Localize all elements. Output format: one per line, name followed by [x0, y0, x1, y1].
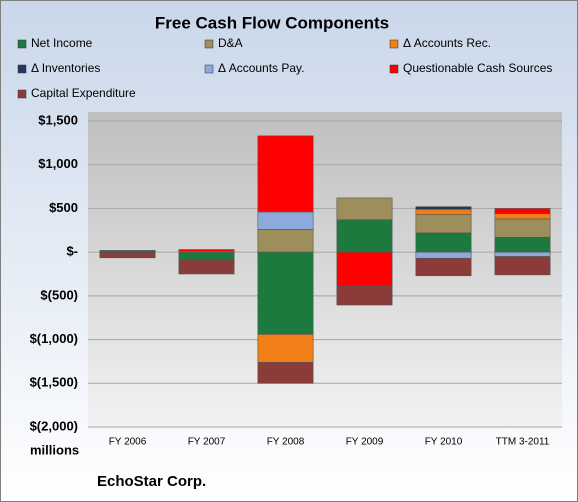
bar-segment — [415, 232, 472, 253]
bar-segment — [336, 285, 393, 306]
bar-segment — [178, 249, 235, 252]
legend-swatch — [389, 64, 399, 74]
legend-swatch — [204, 39, 214, 49]
y-tick-label: $1,500 — [38, 112, 78, 127]
x-tick-label: FY 2010 — [425, 437, 463, 448]
bar-segment — [415, 214, 472, 234]
bar-segment — [494, 256, 551, 276]
bar-segment — [336, 197, 393, 221]
legend-swatch — [204, 64, 214, 74]
bar-segment — [257, 211, 314, 230]
bar-segment — [415, 206, 472, 210]
bar-segment — [415, 209, 472, 215]
bar-segment — [99, 252, 156, 259]
bar-segment — [257, 135, 314, 213]
legend-label: Δ Accounts Rec. — [403, 36, 491, 50]
bar-segment — [178, 259, 235, 275]
legend-swatch — [17, 39, 27, 49]
legend-label: Δ Accounts Pay. — [218, 61, 305, 75]
bar-segment — [257, 334, 314, 363]
bar-segment — [257, 251, 314, 335]
bar-segment — [415, 257, 472, 277]
legend-label: D&A — [218, 36, 243, 50]
legend-label: Questionable Cash Sources — [403, 61, 552, 75]
source: EchoStar Corp. — [97, 473, 206, 490]
bar-segment — [494, 218, 551, 238]
bar-segment — [178, 251, 235, 261]
chart-title: Free Cash Flow Components — [155, 13, 389, 32]
legend-label: Capital Expenditure — [31, 86, 136, 100]
x-tick-label: FY 2009 — [346, 437, 384, 448]
bar-segment — [494, 208, 551, 214]
bar-segment — [494, 213, 551, 220]
x-tick-label: FY 2007 — [188, 437, 226, 448]
x-tick-label: TTM 3-2011 — [496, 437, 550, 448]
bar-segment — [257, 362, 314, 384]
y-tick-label: $(1,500) — [30, 375, 78, 390]
bar-segment — [494, 251, 551, 257]
legend-label: Δ Inventories — [31, 61, 100, 75]
y-tick-label: $1,000 — [38, 156, 78, 171]
legend-swatch — [17, 64, 27, 74]
axis-unit: millions — [30, 442, 79, 457]
x-tick-label: FY 2008 — [267, 437, 305, 448]
bar-segment — [336, 251, 393, 287]
bar-segment — [257, 229, 314, 253]
y-tick-label: $(1,000) — [30, 331, 78, 346]
y-tick-label: $(2,000) — [30, 418, 78, 433]
y-tick-label: $(500) — [40, 287, 78, 302]
y-tick-label: $- — [66, 244, 78, 259]
bar-segment — [415, 251, 472, 259]
legend-label: Net Income — [31, 36, 93, 50]
bar-segment — [494, 236, 551, 253]
bar-segment — [336, 219, 393, 253]
plot-area — [88, 112, 562, 427]
y-tick-label: $500 — [49, 200, 78, 215]
legend-swatch — [17, 89, 27, 99]
legend-swatch — [389, 39, 399, 49]
x-tick-label: FY 2006 — [109, 437, 147, 448]
